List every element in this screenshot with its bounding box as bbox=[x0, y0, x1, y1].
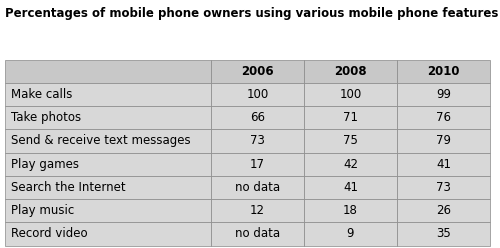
Text: Take photos: Take photos bbox=[11, 111, 81, 124]
Text: 2010: 2010 bbox=[428, 65, 460, 78]
Text: 66: 66 bbox=[250, 111, 265, 124]
Text: Record video: Record video bbox=[11, 227, 88, 240]
Text: Search the Internet: Search the Internet bbox=[11, 181, 126, 194]
Text: 73: 73 bbox=[250, 134, 265, 147]
Text: 12: 12 bbox=[250, 204, 265, 217]
Text: Make calls: Make calls bbox=[11, 88, 72, 101]
Text: 2008: 2008 bbox=[334, 65, 367, 78]
Text: 71: 71 bbox=[343, 111, 358, 124]
Text: 41: 41 bbox=[436, 158, 451, 171]
Text: no data: no data bbox=[235, 181, 280, 194]
Text: 9: 9 bbox=[346, 227, 354, 240]
Text: 2006: 2006 bbox=[241, 65, 274, 78]
Text: 35: 35 bbox=[436, 227, 451, 240]
Text: Percentages of mobile phone owners using various mobile phone features: Percentages of mobile phone owners using… bbox=[5, 7, 498, 20]
Text: Play games: Play games bbox=[11, 158, 79, 171]
Text: 100: 100 bbox=[340, 88, 361, 101]
Text: no data: no data bbox=[235, 227, 280, 240]
Text: 75: 75 bbox=[343, 134, 358, 147]
Text: 79: 79 bbox=[436, 134, 451, 147]
Text: 100: 100 bbox=[246, 88, 268, 101]
Text: Play music: Play music bbox=[11, 204, 74, 217]
Text: 76: 76 bbox=[436, 111, 451, 124]
Text: 41: 41 bbox=[343, 181, 358, 194]
Text: 18: 18 bbox=[343, 204, 358, 217]
Text: 17: 17 bbox=[250, 158, 265, 171]
Text: 42: 42 bbox=[343, 158, 358, 171]
Text: 73: 73 bbox=[436, 181, 451, 194]
Text: 99: 99 bbox=[436, 88, 451, 101]
Text: Send & receive text messages: Send & receive text messages bbox=[11, 134, 190, 147]
Text: 26: 26 bbox=[436, 204, 451, 217]
